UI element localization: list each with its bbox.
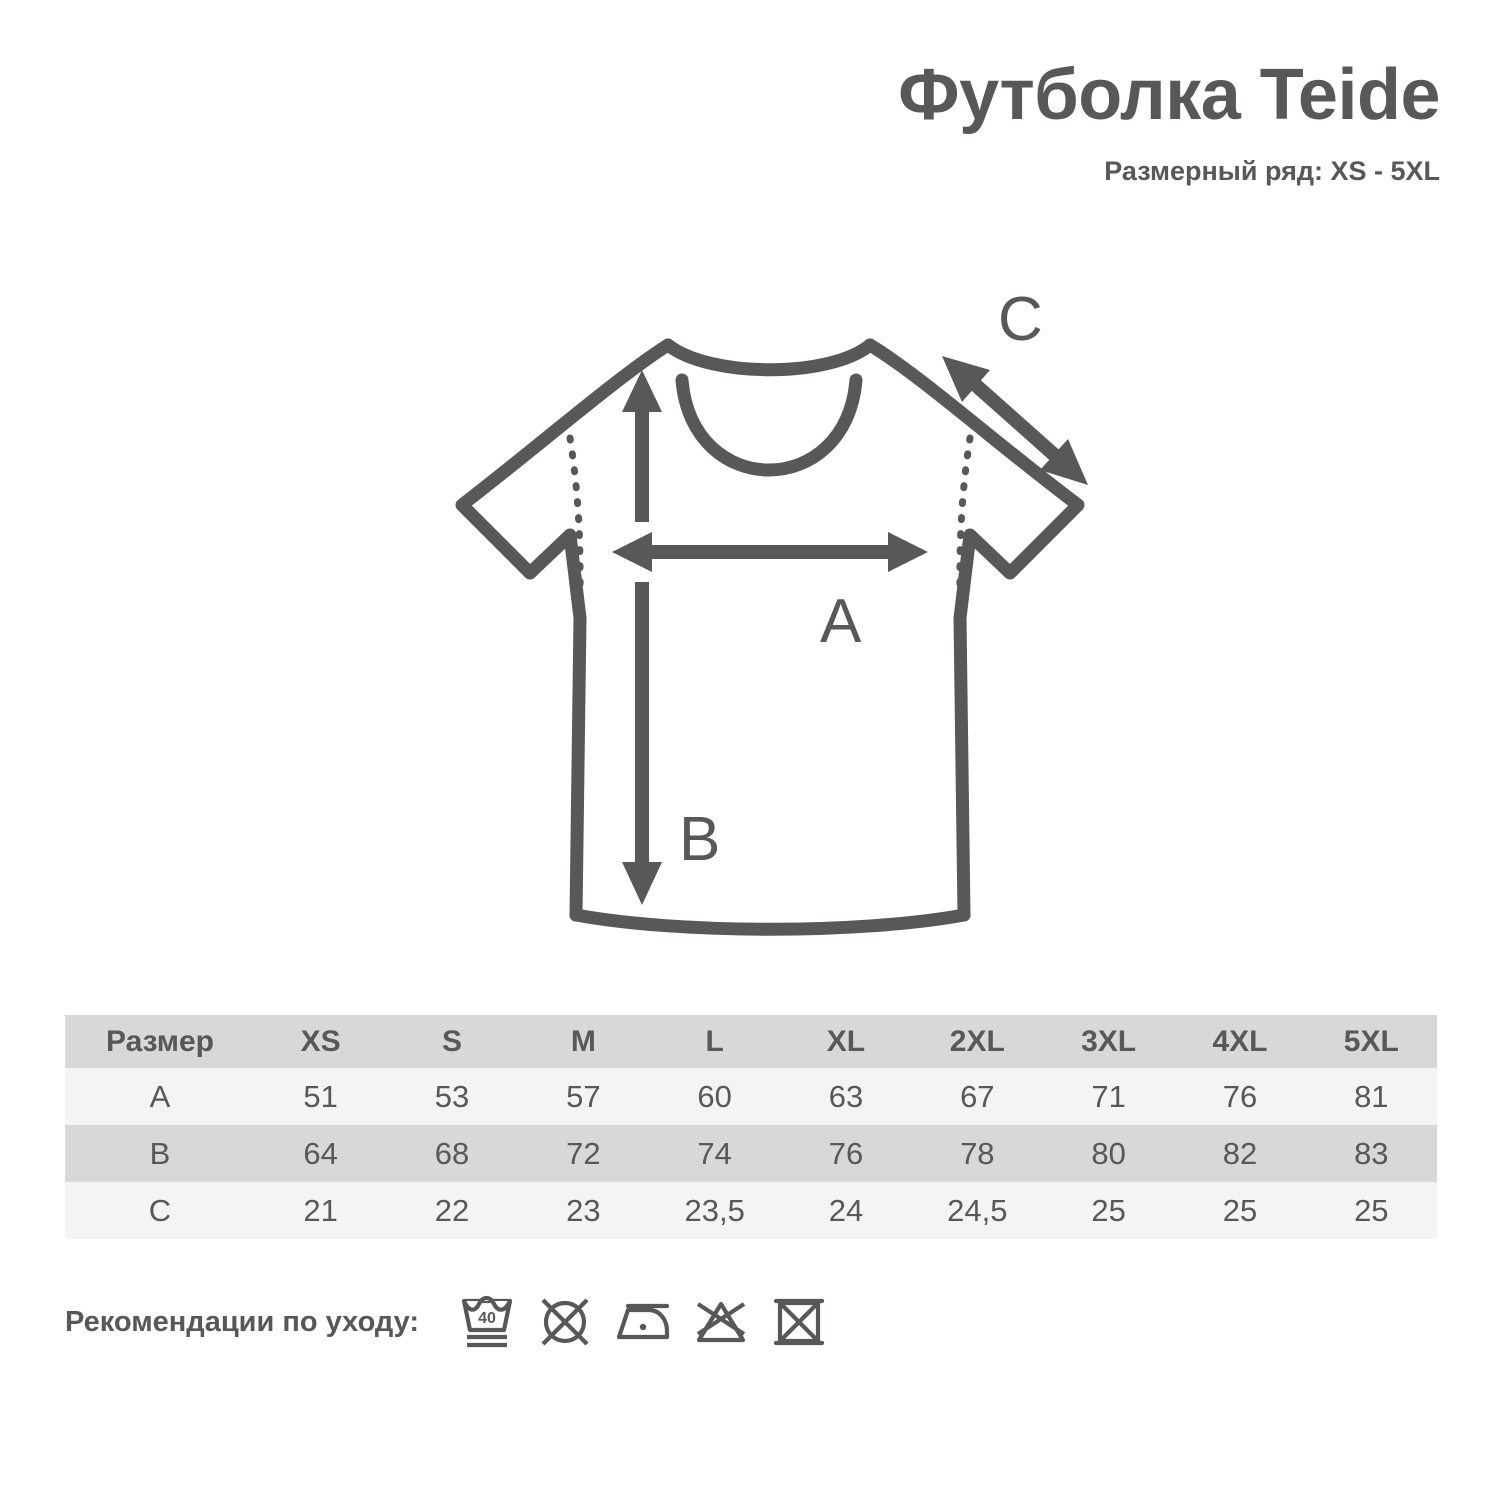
- cell-b-l: 74: [648, 1125, 781, 1182]
- measure-a-label: A: [820, 587, 862, 656]
- cell-c-4xl: 25: [1174, 1182, 1306, 1239]
- wash-40-delicate-icon: 40: [461, 1295, 513, 1348]
- table-header-5xl: 5XL: [1305, 1015, 1437, 1068]
- cell-c-xl: 24: [780, 1182, 912, 1239]
- cell-b-5xl: 83: [1305, 1125, 1437, 1182]
- table-header-3xl: 3XL: [1042, 1015, 1175, 1068]
- care-instructions-label: Рекомендации по уходу:: [65, 1305, 420, 1338]
- cell-a-xl: 63: [780, 1068, 912, 1125]
- measure-a-arrow: [612, 532, 928, 572]
- neck-collar-band: [675, 373, 863, 477]
- cell-c-l: 23,5: [648, 1182, 781, 1239]
- page-title: Футболка Teide: [898, 55, 1440, 135]
- table-header-size-label: Размер: [65, 1015, 255, 1068]
- cell-b-3xl: 80: [1042, 1125, 1175, 1182]
- cell-b-xs: 64: [255, 1125, 387, 1182]
- neck-outer-line: [661, 338, 877, 377]
- row-label-c: C: [65, 1182, 255, 1239]
- cell-a-l: 60: [648, 1068, 781, 1125]
- cell-a-m: 57: [517, 1068, 649, 1125]
- cell-b-2xl: 78: [911, 1125, 1043, 1182]
- left-sleeve-outline: [455, 338, 675, 625]
- care-instructions: Рекомендации по уходу: 40: [65, 1292, 829, 1352]
- cell-b-s: 68: [386, 1125, 518, 1182]
- row-label-b: B: [65, 1125, 255, 1182]
- cell-c-s: 22: [386, 1182, 518, 1239]
- right-sleeve-outline: [863, 338, 1085, 625]
- table-header-4xl: 4XL: [1174, 1015, 1306, 1068]
- cell-a-4xl: 76: [1174, 1068, 1306, 1125]
- table-header-2xl: 2XL: [911, 1015, 1043, 1068]
- hem-line: [569, 908, 971, 936]
- right-body-side: [953, 611, 971, 922]
- do-not-dry-clean-icon: [696, 1301, 746, 1343]
- care-icon-group: 40: [457, 1292, 829, 1352]
- cell-c-2xl: 24,5: [911, 1182, 1043, 1239]
- tshirt-outline-svg: A B C: [455, 285, 1088, 936]
- cell-a-s: 53: [386, 1068, 518, 1125]
- cell-c-5xl: 25: [1305, 1182, 1437, 1239]
- cell-b-4xl: 82: [1174, 1125, 1306, 1182]
- measure-c-label: C: [998, 285, 1043, 354]
- measure-b-arrow: [622, 370, 662, 905]
- table-row-a: A 51 53 57 60 63 67 71 76 81: [65, 1068, 1437, 1125]
- iron-low-one-dot-icon: [616, 1303, 670, 1340]
- row-label-a: A: [65, 1068, 255, 1125]
- wash-temperature-text: 40: [478, 1310, 496, 1327]
- cell-a-3xl: 71: [1042, 1068, 1175, 1125]
- table-header-row: Размер XS S M L XL 2XL 3XL 4XL 5XL: [65, 1015, 1437, 1068]
- right-sleeve-seam-dotted: [956, 434, 974, 622]
- cell-a-2xl: 67: [911, 1068, 1043, 1125]
- cell-a-xs: 51: [255, 1068, 387, 1125]
- cell-b-m: 72: [517, 1125, 649, 1182]
- cell-b-xl: 76: [780, 1125, 912, 1182]
- left-body-side: [569, 611, 587, 922]
- table-header-l: L: [648, 1015, 781, 1068]
- table-header-m: M: [517, 1015, 649, 1068]
- do-not-tumble-dry-icon: [773, 1298, 825, 1346]
- cell-c-3xl: 25: [1042, 1182, 1175, 1239]
- header: Футболка Teide Размерный ряд: XS - 5XL: [898, 55, 1440, 187]
- do-not-bleach-icon: [541, 1298, 589, 1346]
- size-table: Размер XS S M L XL 2XL 3XL 4XL 5XL A 51 …: [65, 1015, 1437, 1239]
- size-range-subtitle: Размерный ряд: XS - 5XL: [1104, 155, 1440, 186]
- table-header-s: S: [386, 1015, 518, 1068]
- left-sleeve-seam-dotted: [566, 434, 584, 622]
- tshirt-diagram: A B C: [430, 270, 1110, 960]
- measure-b-label: B: [679, 805, 720, 874]
- cell-c-m: 23: [517, 1182, 649, 1239]
- table-row-c: C 21 22 23 23,5 24 24,5 25 25 25: [65, 1182, 1437, 1239]
- table-header-xs: XS: [255, 1015, 387, 1068]
- measure-c-arrow: [942, 356, 1088, 485]
- table-row-b: B 64 68 72 74 76 78 80 82 83: [65, 1125, 1437, 1182]
- cell-c-xs: 21: [255, 1182, 387, 1239]
- cell-a-5xl: 81: [1305, 1068, 1437, 1125]
- table-header-xl: XL: [780, 1015, 912, 1068]
